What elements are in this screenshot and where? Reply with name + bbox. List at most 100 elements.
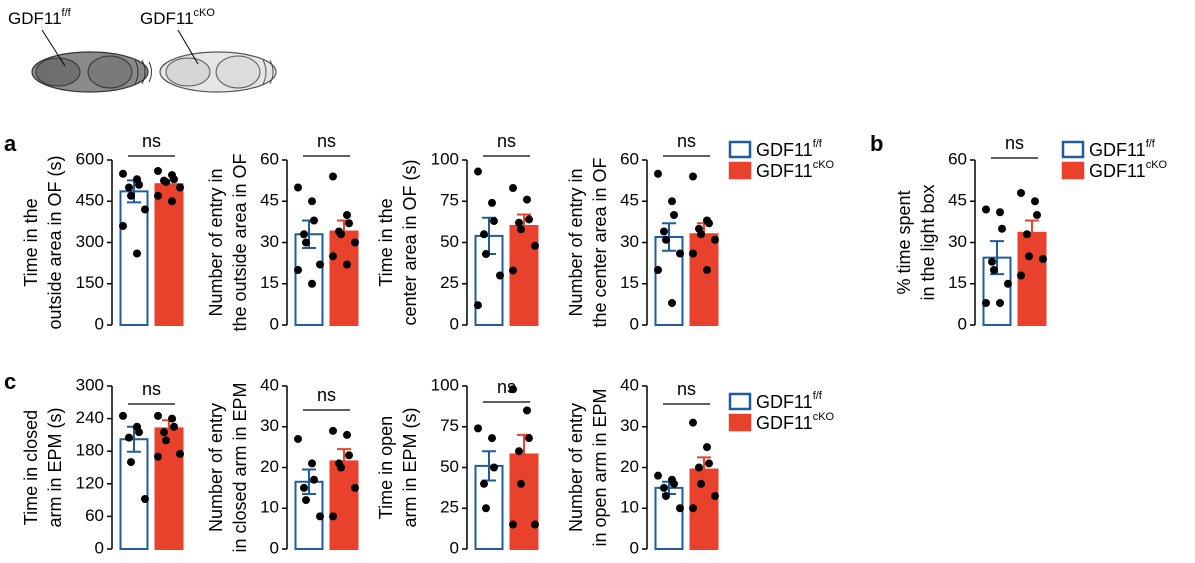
panel-letter: a <box>4 131 17 156</box>
y-label-line: Number of entry <box>566 403 586 532</box>
annotation: ns <box>677 379 696 399</box>
y-axis-label: Number of entry in the outside area in OF <box>206 153 250 331</box>
data-point <box>474 301 482 310</box>
y-tick-label: 45 <box>948 191 967 210</box>
data-point <box>119 411 127 420</box>
y-tick-label: 120 <box>76 473 104 492</box>
data-point <box>660 483 668 492</box>
data-point <box>160 428 168 437</box>
legend-label: GDF11f/f <box>1089 138 1156 160</box>
data-point <box>509 266 517 275</box>
annotation: ns <box>1005 133 1024 153</box>
y-label-line: Time in closed <box>21 410 41 525</box>
data-point <box>654 471 662 480</box>
data-point <box>697 230 705 239</box>
data-point <box>480 230 488 239</box>
data-point <box>135 180 143 189</box>
y-tick-label: 40 <box>260 375 279 394</box>
legend-label: GDF11cKO <box>756 159 835 181</box>
data-point <box>135 428 143 437</box>
legend-label-sup: cKO <box>813 411 835 423</box>
y-tick-label: 300 <box>76 232 104 251</box>
y-label-line: center area in OF (s) <box>400 159 420 325</box>
data-point <box>141 205 149 214</box>
y-label-line: in closed arm in EPM <box>230 382 250 552</box>
bar <box>329 230 359 326</box>
data-point <box>482 504 490 513</box>
y-tick-label: 0 <box>270 314 279 333</box>
data-point <box>1033 211 1041 219</box>
data-point <box>351 238 359 247</box>
data-point <box>689 504 697 513</box>
data-point <box>300 483 308 492</box>
legend-label-base: GDF11 <box>756 392 813 412</box>
data-point <box>343 260 351 269</box>
panel-letter: b <box>870 131 883 156</box>
data-point <box>343 211 351 219</box>
data-point <box>525 215 533 224</box>
data-point <box>689 249 697 258</box>
data-point <box>988 257 996 266</box>
y-tick-label: 30 <box>620 232 639 251</box>
data-point <box>316 260 324 269</box>
y-tick-label: 20 <box>260 457 279 476</box>
data-point <box>337 230 345 239</box>
y-label-line: Time in the <box>21 198 41 286</box>
legend-label-sup: cKO <box>1146 159 1168 171</box>
data-point <box>490 463 498 472</box>
bar <box>119 190 149 326</box>
y-tick-label: 240 <box>76 408 104 427</box>
data-point <box>170 422 178 431</box>
y-label-line: outside area in OF (s) <box>45 155 65 329</box>
bar <box>154 183 184 326</box>
data-point <box>294 183 302 192</box>
data-point <box>488 198 496 207</box>
legend-label: GDF11cKO <box>1089 159 1168 181</box>
y-tick-label: 45 <box>260 191 279 210</box>
data-point <box>162 178 170 186</box>
header-label-base: GDF11 <box>140 9 194 28</box>
data-point <box>310 216 318 225</box>
y-tick-label: 25 <box>440 498 459 517</box>
data-point <box>308 197 316 206</box>
data-point <box>531 241 539 250</box>
data-point <box>127 191 135 200</box>
y-tick-label: 600 <box>76 149 104 168</box>
annotation: ns <box>317 385 336 405</box>
y-tick-label: 30 <box>260 232 279 251</box>
data-point <box>310 475 318 484</box>
header-label-sup: cKO <box>194 7 216 19</box>
data-point <box>509 385 517 394</box>
y-tick-label: 180 <box>76 441 104 460</box>
y-tick-label: 0 <box>630 538 639 557</box>
error-bar <box>662 222 676 252</box>
data-point <box>482 250 490 259</box>
panel-letter: c <box>4 369 16 394</box>
data-point <box>474 167 482 176</box>
data-point <box>294 266 302 274</box>
data-point <box>329 512 337 521</box>
legend-label-base: GDF11 <box>756 140 813 160</box>
y-tick-label: 10 <box>620 498 639 517</box>
data-point <box>711 492 719 501</box>
data-point <box>1025 252 1033 261</box>
error-bar <box>517 213 531 239</box>
y-tick-label: 100 <box>431 149 459 168</box>
data-point <box>996 299 1004 307</box>
y-tick-label: 60 <box>620 149 639 168</box>
data-point <box>176 183 184 192</box>
y-tick-label: 75 <box>440 416 459 435</box>
data-point <box>345 451 353 460</box>
data-point <box>668 299 676 307</box>
data-point <box>711 235 719 244</box>
y-tick-label: 60 <box>85 506 104 525</box>
data-point <box>1017 189 1025 197</box>
y-axis-label: Number of entry in open arm in EPM <box>566 388 610 546</box>
data-point <box>316 512 324 521</box>
data-point <box>668 197 676 206</box>
error-bar <box>302 468 316 495</box>
data-point <box>125 433 133 442</box>
data-point <box>670 479 678 488</box>
y-axis-label: Number of entry in closed arm in EPM <box>206 382 250 552</box>
